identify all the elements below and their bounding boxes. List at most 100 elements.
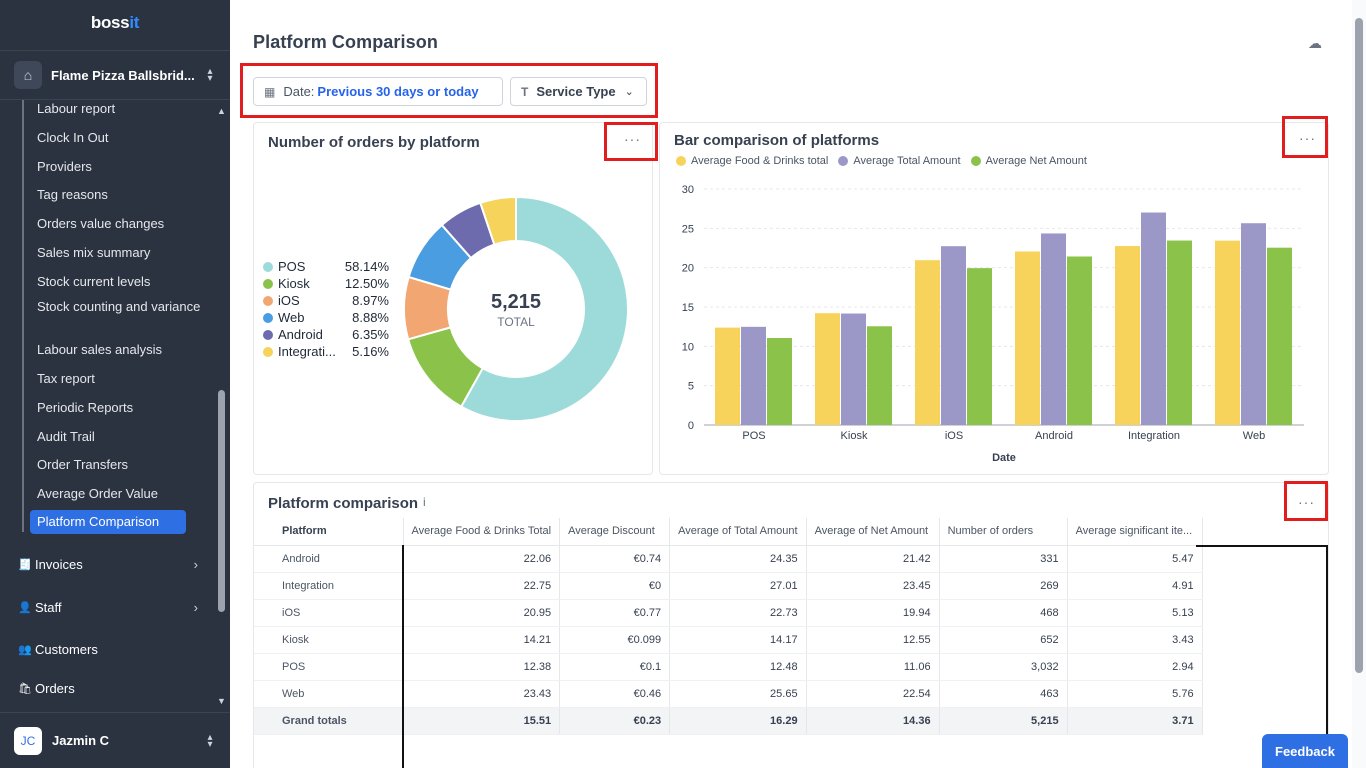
table-cell: 22.73: [669, 599, 807, 627]
bar-android-series-1[interactable]: [1041, 233, 1066, 425]
table-totals-row[interactable]: Grand totals 15.51 €0.23 16.29 14.36 5,215 3.7…: [254, 707, 1203, 735]
sidebar-subitem[interactable]: Orders value changes: [37, 216, 165, 231]
bar-integration-series-1[interactable]: [1141, 212, 1166, 425]
legend-percent: 12.50%: [344, 276, 389, 291]
sidebar-item-customers[interactable]: 👥 Customers: [18, 642, 200, 657]
sidebar-subitem[interactable]: Stock current levels: [37, 274, 151, 289]
donut-legend-item[interactable]: POS 58.14%: [263, 259, 389, 274]
col-header-avg-food-drinks[interactable]: Average Food & Drinks Total: [403, 518, 561, 546]
scroll-up-icon[interactable]: ▲: [217, 106, 226, 116]
table-row[interactable]: POS 12.38 €0.1 12.48 11.06 3,032 2.94: [254, 653, 1203, 681]
venue-selector[interactable]: ⌂ Flame Pizza Ballsbrid... ▴ ▾: [0, 50, 230, 100]
info-icon[interactable]: i: [423, 495, 426, 509]
page-scroll-thumb[interactable]: [1355, 18, 1363, 673]
table-row[interactable]: Android 22.06 €0.74 24.35 21.42 331 5.47: [254, 545, 1203, 573]
legend-percent: 6.35%: [352, 327, 389, 342]
scroll-down-icon[interactable]: ▼: [217, 696, 226, 706]
col-header-platform[interactable]: Platform: [254, 518, 404, 546]
sidebar-scrollbar[interactable]: ▲ ▼: [216, 106, 228, 706]
date-filter-label: Date:: [283, 84, 315, 99]
donut-more-button[interactable]: ···: [624, 131, 641, 147]
sidebar-subitem[interactable]: Sales mix summary: [37, 245, 151, 260]
bar-more-button[interactable]: ···: [1299, 130, 1316, 146]
user-name: Jazmin C: [52, 733, 110, 748]
donut-slice-pos[interactable]: [459, 195, 629, 422]
bar-android-series-0[interactable]: [1015, 251, 1040, 425]
table-row[interactable]: iOS 20.95 €0.77 22.73 19.94 468 5.13: [254, 599, 1203, 627]
donut-legend-item[interactable]: Integrati... 5.16%: [263, 344, 389, 359]
x-tick-label: Android: [1035, 430, 1073, 442]
sidebar-item-orders[interactable]: 🛍 Orders: [18, 681, 200, 696]
platform-table: Platform Average Food & Drinks Total Ave…: [254, 518, 1203, 735]
bar-legend-item[interactable]: Average Total Amount: [838, 155, 961, 167]
legend-swatch: [263, 295, 273, 306]
page-scrollbar[interactable]: [1352, 0, 1366, 768]
bar-pos-series-1[interactable]: [741, 326, 766, 425]
sidebar-subitem[interactable]: Clock In Out: [37, 130, 109, 145]
sidebar-subitem[interactable]: Audit Trail: [37, 429, 95, 444]
col-header-orders[interactable]: Number of orders: [939, 518, 1068, 546]
bar-pos-series-0[interactable]: [715, 327, 740, 425]
bar-web-series-0[interactable]: [1215, 240, 1240, 425]
sidebar-subitem[interactable]: Tag reasons: [37, 187, 108, 202]
sidebar-subitem[interactable]: Platform Comparison: [30, 510, 186, 534]
cloud-download-icon[interactable]: ☁: [1308, 35, 1322, 51]
col-header-avg-discount[interactable]: Average Discount: [559, 518, 671, 546]
table-more-button[interactable]: ···: [1298, 494, 1315, 510]
col-header-avg-total[interactable]: Average of Total Amount: [669, 518, 807, 546]
feedback-button[interactable]: Feedback: [1262, 734, 1348, 768]
col-header-avg-significant[interactable]: Average significant ite...: [1067, 518, 1203, 546]
bar-kiosk-series-1[interactable]: [841, 313, 866, 425]
bar-legend-item[interactable]: Average Net Amount: [970, 155, 1087, 167]
sidebar-subitem[interactable]: Providers: [37, 159, 92, 174]
legend-percent: 8.88%: [352, 310, 389, 325]
donut-slice-integrati[interactable]: [479, 195, 517, 246]
bar-web-series-1[interactable]: [1241, 223, 1266, 425]
y-tick-label: 25: [682, 223, 694, 235]
sidebar-item-invoices[interactable]: 🧾 Invoices ›: [18, 557, 200, 572]
sidebar-subitem[interactable]: Labour report: [37, 101, 116, 116]
legend-swatch: [263, 312, 273, 323]
sidebar-subitem[interactable]: Order Transfers: [37, 457, 129, 472]
bar-ios-series-2[interactable]: [967, 268, 992, 425]
bar-ios-series-0[interactable]: [915, 260, 940, 425]
calendar-icon: ▦: [264, 84, 276, 99]
bar-web-series-2[interactable]: [1267, 247, 1292, 425]
legend-percent: 5.16%: [352, 344, 389, 359]
table-row[interactable]: Web 23.43 €0.46 25.65 22.54 463 5.76: [254, 680, 1203, 708]
table-row[interactable]: Integration 22.75 €0 27.01 23.45 269 4.91: [254, 572, 1203, 600]
sidebar-subitem[interactable]: Tax report: [37, 371, 95, 386]
table-cell-platform: iOS: [254, 599, 404, 627]
bar-kiosk-series-2[interactable]: [867, 326, 892, 425]
col-header-avg-net[interactable]: Average of Net Amount: [806, 518, 940, 546]
donut-legend-item[interactable]: Web 8.88%: [263, 310, 389, 325]
user-menu[interactable]: JC Jazmin C ▴ ▾: [0, 712, 230, 768]
reports-subnav: [0, 100, 214, 532]
brand-logo[interactable]: boss it: [0, 0, 230, 46]
donut-legend-item[interactable]: Kiosk 12.50%: [263, 276, 389, 291]
donut-chart-title: Number of orders by platform: [268, 134, 480, 151]
sidebar-subitem[interactable]: Labour sales analysis: [37, 342, 163, 357]
sidebar-scroll-thumb[interactable]: [218, 390, 225, 612]
donut-legend-item[interactable]: Android 6.35%: [263, 327, 389, 342]
sidebar-item-staff[interactable]: 👤 Staff ›: [18, 600, 200, 615]
bar-kiosk-series-0[interactable]: [815, 313, 840, 425]
sidebar-subitem[interactable]: Average Order Value: [37, 486, 158, 501]
bar-integration-series-2[interactable]: [1167, 240, 1192, 425]
bar-ios-series-1[interactable]: [941, 246, 966, 425]
donut-legend-item[interactable]: iOS 8.97%: [263, 293, 389, 308]
table-cell: 22.06: [403, 545, 561, 573]
table-row[interactable]: Kiosk 14.21 €0.099 14.17 12.55 652 3.43: [254, 626, 1203, 654]
bar-android-series-2[interactable]: [1067, 256, 1092, 425]
sidebar-subitem[interactable]: Stock counting and variance: [37, 299, 201, 314]
bar-legend-item[interactable]: Average Food & Drinks total: [676, 155, 828, 167]
store-icon: ⌂: [14, 61, 42, 89]
sidebar-subitem[interactable]: Periodic Reports: [37, 400, 134, 415]
table-cell-platform: POS: [254, 653, 404, 681]
service-type-filter[interactable]: T Service Type ⌄: [510, 77, 647, 106]
staff-icon: 👤: [18, 602, 32, 614]
donut-chart: 5,215 TOTAL: [403, 195, 629, 422]
bar-pos-series-2[interactable]: [767, 337, 792, 425]
bar-integration-series-0[interactable]: [1115, 246, 1140, 425]
date-filter[interactable]: ▦ Date: Previous 30 days or today: [253, 77, 503, 106]
